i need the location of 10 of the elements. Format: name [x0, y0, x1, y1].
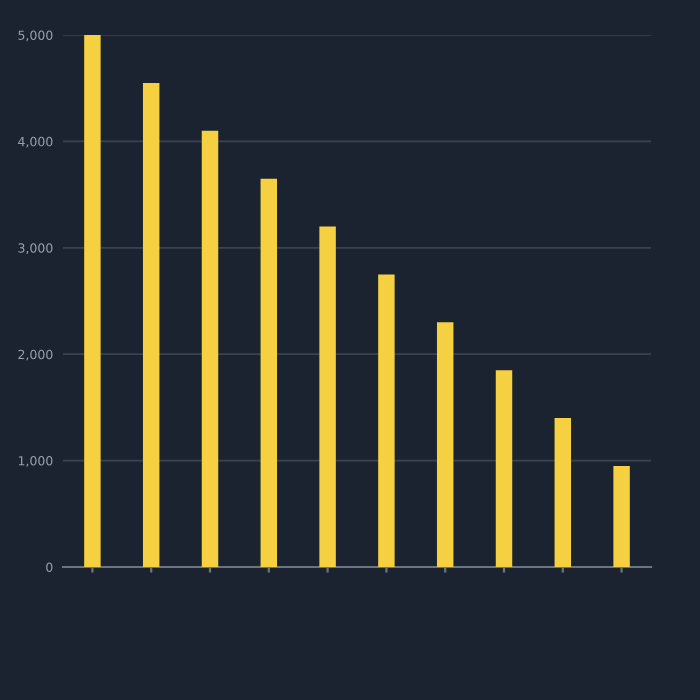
bar: [260, 178, 278, 567]
bar: [613, 465, 630, 567]
bar: [436, 322, 454, 567]
bar: [554, 418, 572, 567]
bar: [319, 226, 336, 567]
bar: [201, 130, 219, 567]
bar: [495, 370, 513, 567]
bar: [378, 274, 395, 567]
bar: [84, 35, 101, 567]
bar: [142, 82, 160, 567]
